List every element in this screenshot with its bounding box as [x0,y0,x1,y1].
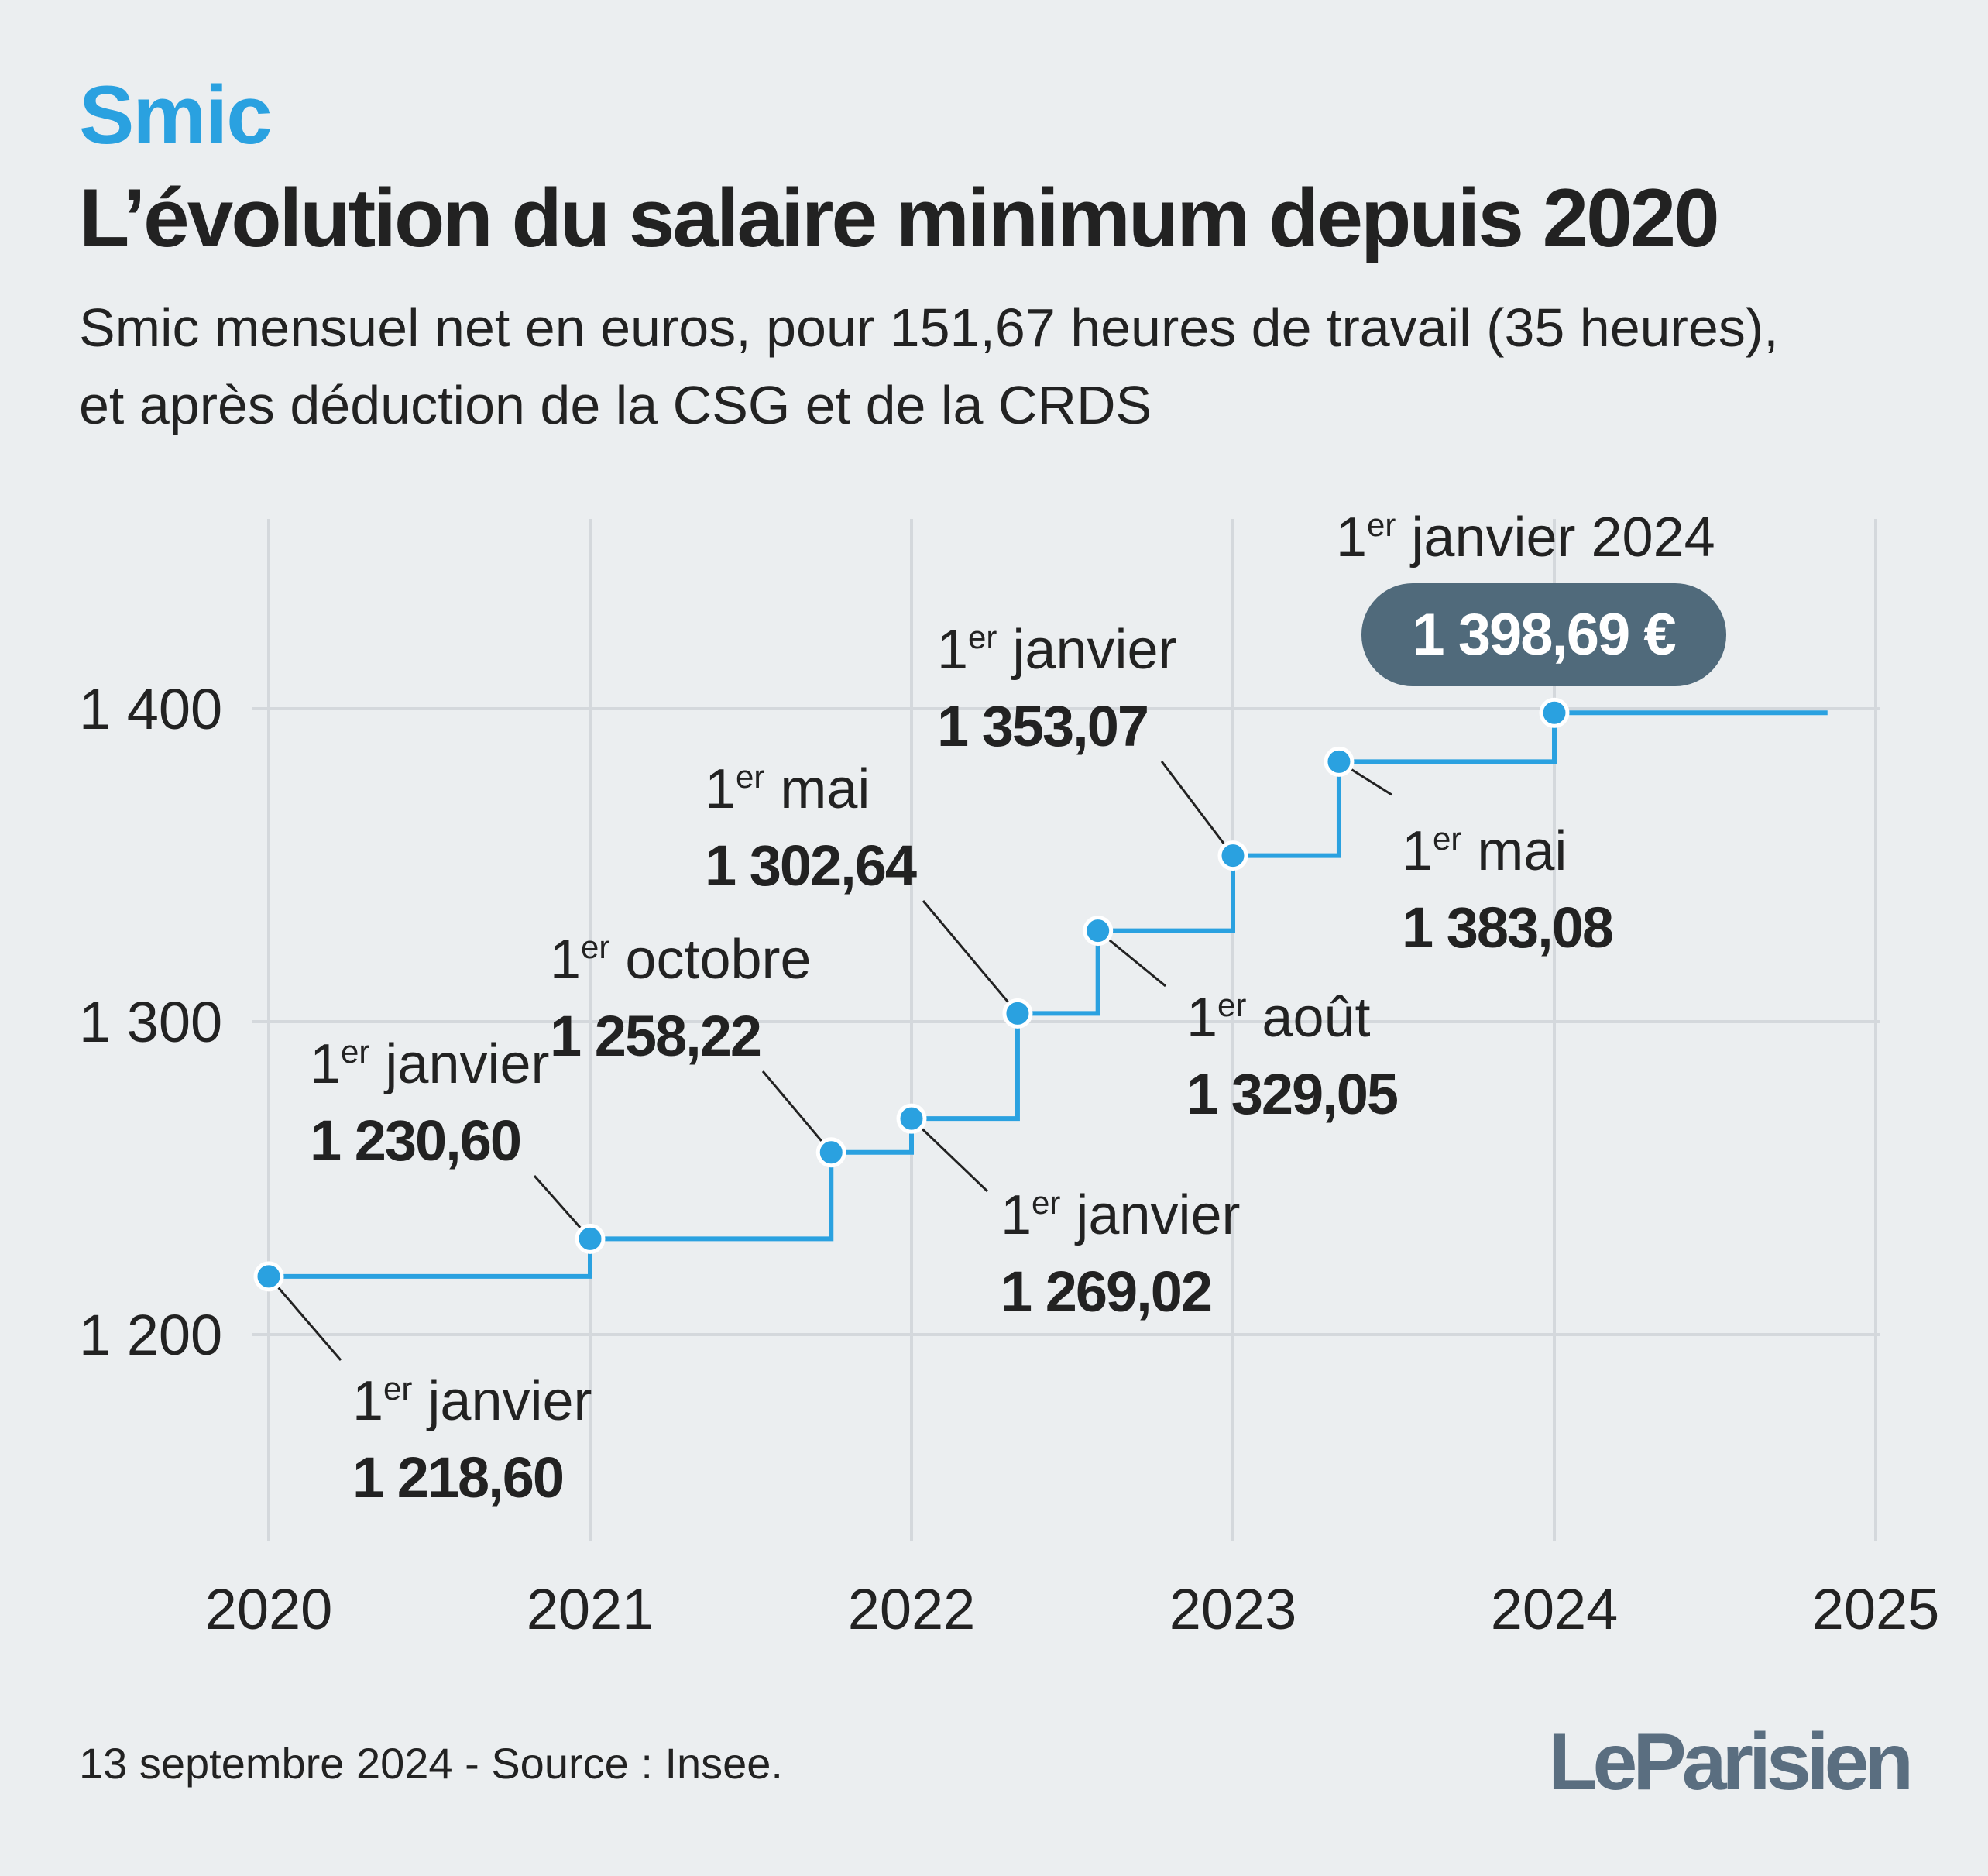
grid [252,519,1880,1541]
data-label-date: 1er janvier [937,619,1177,681]
leader-line [761,1070,833,1153]
data-label-value: 1 329,05 [1186,1062,1398,1126]
x-tick-label: 2025 [1812,1577,1940,1641]
x-tick-label: 2020 [205,1577,333,1641]
kicker-text: Smic [79,68,271,161]
data-label-date: 1er janvier [1001,1184,1241,1246]
data-point [896,1103,927,1134]
x-tick-label: 2023 [1169,1577,1297,1641]
y-tick-label: 1 400 [79,677,222,741]
leader-line [1160,761,1234,857]
step-line [269,710,1828,1279]
data-point [815,1137,846,1168]
y-tick-label: 1 200 [79,1303,222,1367]
data-point [1083,916,1114,947]
data-label-date: 1er janvier 2024 [1336,507,1715,569]
subtitle-line-2: et après déduction de la CSG et de la CR… [79,375,1152,435]
y-tick-label: 1 300 [79,990,222,1054]
source-note: 13 septembre 2024 - Source : Insee. [79,1739,783,1788]
series-line [269,710,1828,1279]
leader-line [910,1118,989,1193]
data-label-date: 1er janvier [352,1370,592,1432]
subtitle-line-1: Smic mensuel net en euros, pour 151,67 h… [79,297,1779,358]
page-title: L’évolution du salaire minimum depuis 20… [79,171,1718,264]
axes: 2020 2021 2022 2023 2024 2025 1 200 1 300 1 400 [79,677,1939,1641]
data-label-value: 1 398,69 € [1412,602,1675,668]
data-point [1539,697,1570,728]
data-point [575,1223,606,1254]
x-tick-label: 2024 [1491,1577,1619,1641]
data-point [1002,998,1033,1029]
data-label-date: 1er août [1186,987,1371,1049]
data-label-value: 1 353,07 [937,694,1148,758]
leader-line [267,1275,342,1361]
data-label-value: 1 269,02 [1001,1259,1211,1324]
data-point [1217,840,1248,871]
x-tick-label: 2022 [848,1577,976,1641]
leader-lines [267,761,1392,1361]
data-label-date: 1er janvier [310,1033,550,1095]
callout-pill [1361,583,1726,686]
x-tick-label: 2021 [527,1577,654,1641]
data-label-value: 1 218,60 [352,1445,563,1510]
data-label-date: 1er octobre [550,929,812,991]
data-labels: 1er janvier 1 218,60 1er janvier 1 230,60 1e… [310,507,1726,1510]
leader-line [922,900,1019,1015]
brand-logo: LeParisien [1548,1717,1910,1807]
data-label-value: 1 302,64 [705,833,917,898]
data-label-value: 1 230,60 [310,1108,520,1173]
data-label-value: 1 383,08 [1402,895,1612,960]
data-points [253,697,1570,1292]
data-label-value: 1 258,22 [550,1004,761,1068]
data-label-date: 1er mai [1402,820,1567,882]
data-point [253,1261,284,1292]
data-label-date: 1er mai [705,758,870,820]
data-point [1324,746,1355,777]
